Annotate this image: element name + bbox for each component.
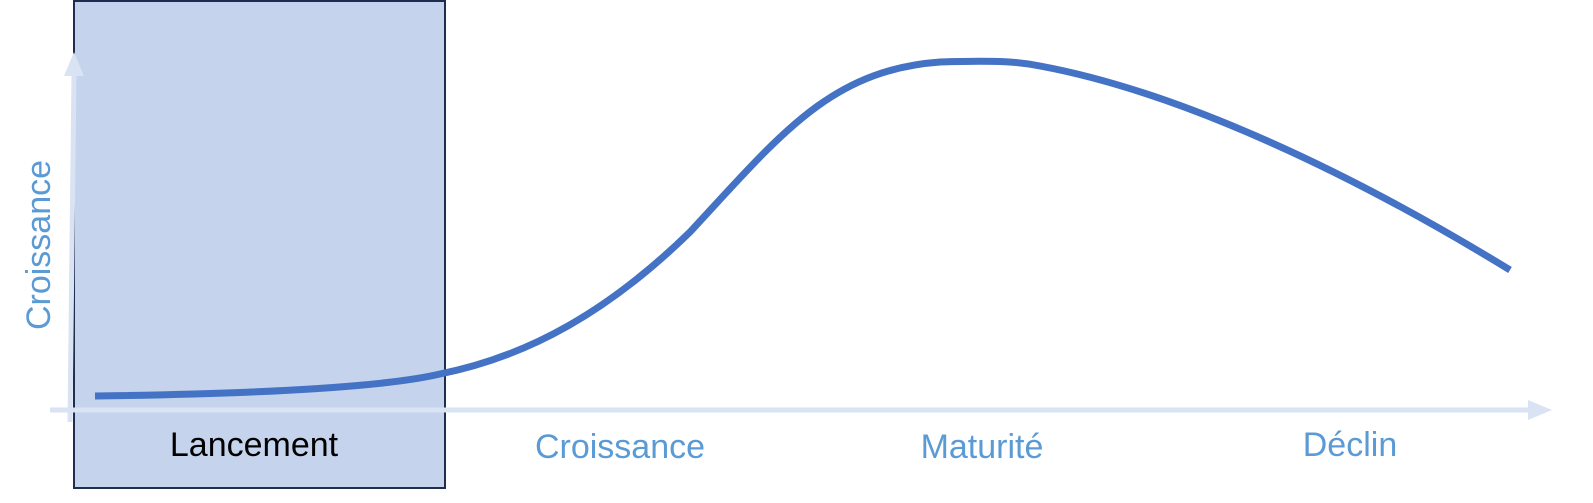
y-axis-label: Croissance bbox=[20, 160, 58, 330]
lancement-highlight-box bbox=[73, 0, 446, 489]
stage-label-maturite: Maturité bbox=[921, 428, 1044, 466]
stage-label-croissance: Croissance bbox=[535, 428, 705, 466]
x-axis-arrowhead bbox=[1528, 400, 1552, 420]
stage-label-declin: Déclin bbox=[1303, 426, 1397, 464]
y-axis-arrowhead bbox=[64, 52, 84, 76]
stage-label-lancement: Lancement bbox=[170, 426, 339, 464]
y-axis bbox=[64, 52, 84, 423]
lifecycle-curve bbox=[94, 57, 1512, 400]
x-axis bbox=[50, 400, 1552, 420]
